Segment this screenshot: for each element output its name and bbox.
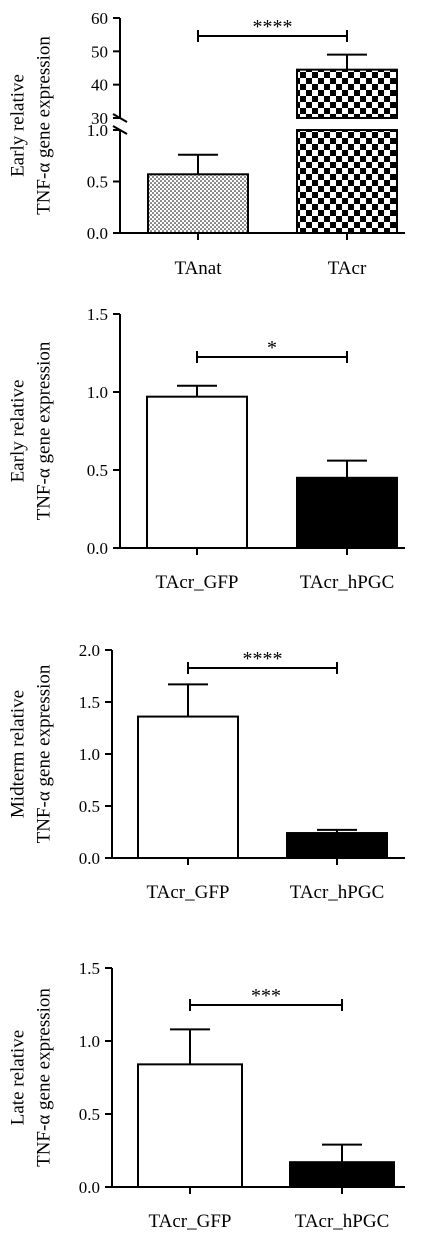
bar — [296, 129, 398, 234]
y-tick-label: 0.0 — [87, 224, 108, 243]
y-axis-label: TNF-α gene expression — [34, 341, 55, 520]
y-tick-label: 0.5 — [79, 1105, 100, 1124]
bar — [286, 832, 388, 859]
y-axis-label: Early relative — [8, 74, 29, 177]
y-tick-label: 0.0 — [87, 539, 108, 558]
y-axis-label: Midterm relative — [8, 690, 29, 818]
x-tick-label: TAnat — [174, 258, 222, 279]
significance-label: *** — [251, 985, 281, 1007]
bar — [137, 1063, 243, 1188]
y-tick-label: 1.0 — [79, 745, 100, 764]
y-tick-label: 1.5 — [87, 305, 108, 324]
bar — [296, 476, 398, 549]
y-tick-label: 0.5 — [87, 461, 108, 480]
x-tick-label: TAcr_hPGC — [295, 1211, 390, 1232]
y-tick-label: 0.0 — [79, 849, 100, 868]
significance-label: * — [267, 337, 277, 359]
y-tick-label: 1.0 — [87, 383, 108, 402]
x-tick-label: TAcr_GFP — [147, 882, 230, 903]
y-axis-label: TNF-α gene expression — [34, 664, 55, 843]
y-tick-label: 1.0 — [79, 1032, 100, 1051]
y-tick-label: 1.0 — [87, 121, 108, 140]
y-tick-label: 0.5 — [79, 797, 100, 816]
y-tick-label: 50 — [91, 42, 108, 61]
y-tick-label: 60 — [91, 9, 108, 28]
bar — [147, 173, 249, 234]
bar — [137, 715, 239, 859]
bar — [296, 68, 398, 119]
significance-label: **** — [253, 16, 293, 38]
y-axis-label: TNF-α gene expression — [34, 988, 55, 1167]
x-tick-label: TAcr — [328, 258, 367, 279]
x-tick-label: TAcr_GFP — [149, 1211, 232, 1232]
bar — [289, 1161, 395, 1189]
y-axis-label: Early relative — [8, 380, 29, 483]
y-tick-label: 0.0 — [79, 1178, 100, 1197]
bar — [146, 395, 248, 549]
y-axis-label: Late relative — [8, 1030, 29, 1125]
significance-label: **** — [243, 648, 283, 670]
y-tick-label: 2.0 — [79, 641, 100, 660]
y-tick-label: 30 — [91, 109, 108, 128]
y-tick-label: 1.5 — [79, 959, 100, 978]
y-tick-label: 1.5 — [79, 693, 100, 712]
y-tick-label: 40 — [91, 76, 108, 95]
x-tick-label: TAcr_GFP — [156, 572, 239, 593]
y-tick-label: 0.5 — [87, 173, 108, 192]
x-tick-label: TAcr_hPGC — [300, 572, 395, 593]
x-tick-label: TAcr_hPGC — [290, 882, 385, 903]
y-axis-label: TNF-α gene expression — [34, 36, 55, 215]
